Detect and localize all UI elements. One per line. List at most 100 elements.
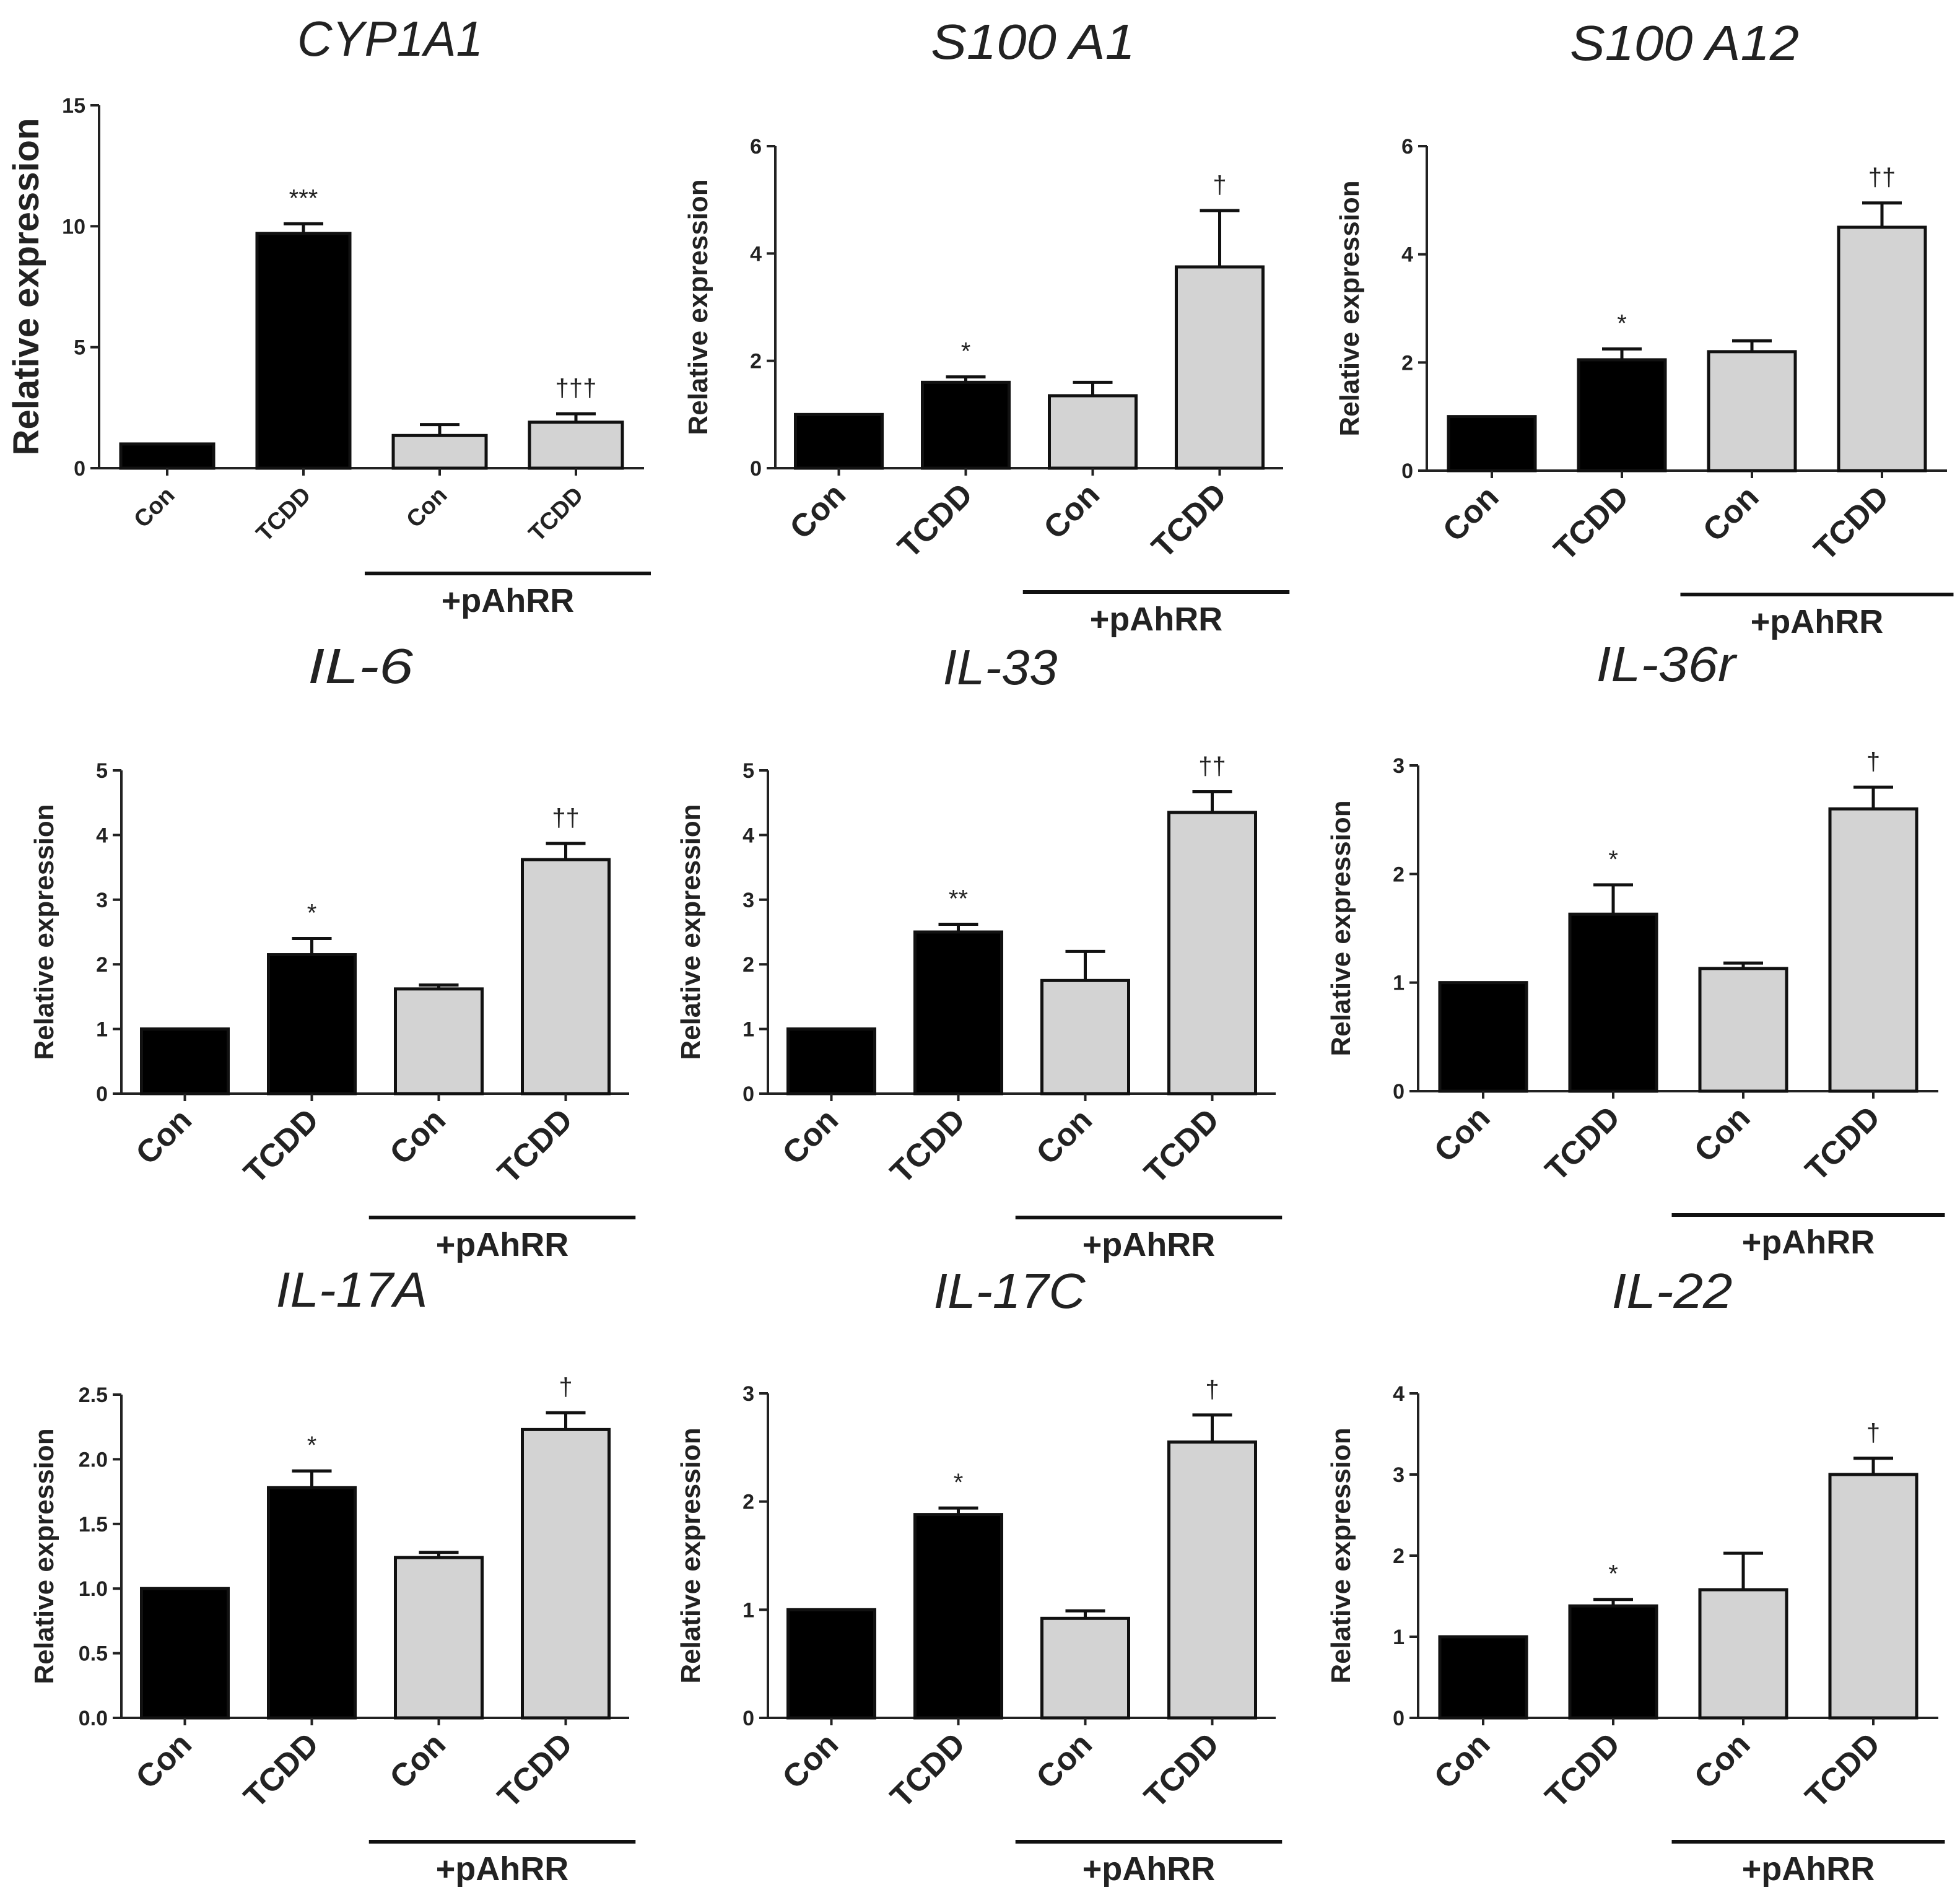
y-tick-label: 10 <box>62 215 85 238</box>
y-tick-label: 4 <box>1401 243 1413 267</box>
significance-label: * <box>961 338 971 365</box>
group-label: +pAhRR <box>1082 1226 1216 1263</box>
y-tick-label: 0 <box>743 1083 754 1106</box>
bar <box>140 1027 230 1096</box>
significance-label: * <box>307 899 317 926</box>
bar <box>119 442 216 470</box>
category-label: TCDD <box>1138 1726 1226 1814</box>
bar <box>1577 358 1667 473</box>
bar <box>267 1486 357 1720</box>
category-label: Con <box>383 1726 452 1795</box>
category-label: TCDD <box>524 482 588 547</box>
category-label: TCDD <box>1145 476 1234 565</box>
y-axis-label: Relative expression <box>29 804 59 1060</box>
bar <box>394 987 484 1096</box>
significance-label: † <box>1866 748 1880 775</box>
bar <box>1447 415 1537 473</box>
y-tick-label: 0 <box>96 1083 108 1106</box>
category-label: Con <box>1427 1726 1497 1795</box>
y-tick-label: 2.0 <box>79 1448 108 1471</box>
y-tick-label: 1 <box>96 1018 108 1042</box>
bar <box>394 1556 484 1720</box>
bar <box>1040 1616 1130 1720</box>
category-label: Con <box>1696 479 1766 548</box>
y-tick-label: 3 <box>1393 754 1405 778</box>
chart-title: IL-22 <box>1612 1263 1733 1318</box>
category-label: TCDD <box>1538 1726 1627 1814</box>
category-label: Con <box>775 1102 845 1171</box>
category-label: Con <box>1436 479 1505 548</box>
y-tick-label: 2 <box>743 1491 754 1514</box>
panel-il-6: IL-6 Relative expression 0 1 2 3 4 5 Con * TCDD Con… <box>29 638 636 1263</box>
category-label: Con <box>1427 1099 1497 1169</box>
y-tick-label: 6 <box>750 135 762 159</box>
y-tick-label: 5 <box>74 336 85 360</box>
group-label: +pAhRR <box>1082 1850 1216 1888</box>
y-tick-label: 2.5 <box>79 1383 108 1407</box>
y-tick-label: 0 <box>750 457 762 481</box>
category-label: Con <box>783 476 852 546</box>
category-label: Con <box>1037 476 1106 546</box>
y-tick-label: 0 <box>1393 1707 1405 1730</box>
category-label: TCDD <box>1798 1099 1887 1188</box>
bar <box>1828 1473 1919 1720</box>
y-tick-label: 3 <box>1393 1463 1405 1487</box>
y-axis-label: Relative expression <box>29 1428 59 1684</box>
chart-title: IL-17A <box>276 1262 428 1317</box>
y-tick-label: 4 <box>743 824 754 847</box>
category-label: TCDD <box>237 1726 326 1814</box>
bar <box>140 1587 230 1720</box>
chart-title: IL-6 <box>308 638 414 694</box>
y-tick-label: 4 <box>96 824 108 847</box>
y-tick-label: 15 <box>62 94 85 118</box>
significance-label: * <box>954 1469 964 1496</box>
significance-label: *** <box>289 185 318 212</box>
chart-title: IL-17C <box>934 1263 1086 1318</box>
category-label: Con <box>129 482 180 533</box>
significance-label: † <box>1866 1419 1880 1447</box>
category-label: TCDD <box>891 476 980 565</box>
y-tick-label: 1 <box>743 1018 754 1042</box>
group-label: +pAhRR <box>1742 1850 1875 1888</box>
bar <box>913 1513 1003 1720</box>
bar <box>1568 912 1658 1093</box>
y-tick-label: 4 <box>750 242 762 266</box>
category-label: Con <box>1029 1726 1099 1795</box>
category-label: TCDD <box>491 1726 580 1814</box>
y-tick-label: 3 <box>743 1382 754 1406</box>
category-label: TCDD <box>884 1102 972 1190</box>
y-tick-label: 2 <box>1393 1544 1405 1568</box>
y-tick-label: 1 <box>1393 1626 1405 1649</box>
category-label: Con <box>1688 1099 1757 1169</box>
y-axis-label: Relative expression <box>676 1427 706 1683</box>
category-label: TCDD <box>251 482 316 547</box>
category-label: Con <box>1029 1102 1099 1171</box>
bar <box>1698 967 1788 1093</box>
y-tick-label: 0.0 <box>79 1707 108 1730</box>
category-label: TCDD <box>1138 1102 1226 1190</box>
y-tick-label: 3 <box>96 889 108 912</box>
bar <box>528 420 624 470</box>
panel-s100-a12: S100 A12 Relative expression 0 2 4 6 Con * TCDD C… <box>1335 15 1954 640</box>
bar <box>1698 1588 1788 1720</box>
y-tick-label: 1.0 <box>79 1577 108 1601</box>
group-label: +pAhRR <box>1090 601 1223 638</box>
bar <box>255 232 352 470</box>
category-label: TCDD <box>1547 479 1636 567</box>
bar <box>391 433 488 470</box>
group-label: +pAhRR <box>1751 603 1884 640</box>
bar <box>1837 225 1927 473</box>
significance-label: ††† <box>555 375 597 402</box>
chart-title: IL-36r <box>1596 637 1738 692</box>
panel-il-17c: IL-17C Relative expression 0 1 2 3 Con * TCDD Con… <box>676 1263 1283 1888</box>
y-axis-label: Relative expression <box>6 118 46 456</box>
category-label: Con <box>775 1726 845 1795</box>
bar <box>913 930 1003 1096</box>
y-axis-label: Relative expression <box>683 179 713 435</box>
panel-il-33: IL-33 Relative expression 0 1 2 3 4 5 Con ** TCDD C… <box>676 640 1283 1263</box>
y-tick-label: 0 <box>1401 460 1413 483</box>
category-label: Con <box>129 1102 198 1171</box>
y-tick-label: 0 <box>743 1707 754 1730</box>
category-label: TCDD <box>237 1102 326 1190</box>
